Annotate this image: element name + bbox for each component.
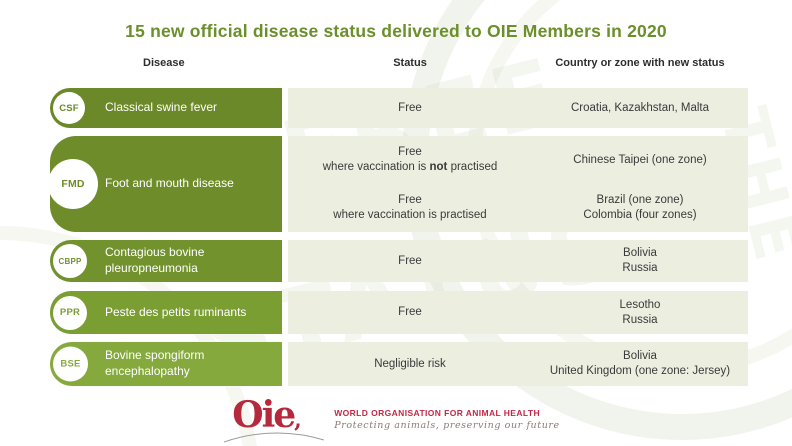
status-country-cell: Negligible risk Bolivia United Kingdom (…: [288, 342, 748, 386]
status-country-cell: Free Lesotho Russia: [288, 291, 748, 334]
disease-name: Foot and mouth disease: [105, 176, 234, 191]
country-value: Lesotho Russia: [619, 298, 661, 326]
status-value: Free where vaccination is practised: [333, 194, 487, 221]
status-value: Free where vaccination is not practised: [322, 146, 498, 173]
disease-bar: FMD Foot and mouth disease: [48, 136, 282, 232]
column-header-country: Country or zone with new status: [555, 57, 725, 69]
disease-code-badge: BSE: [53, 346, 88, 382]
disease-name: Classical swine fever: [105, 100, 218, 115]
status-value: Negligible risk: [374, 357, 446, 370]
disease-code-badge: PPR: [53, 295, 87, 330]
footer: Oie, WORLD ORGANISATION FOR ANIMAL HEALT…: [0, 397, 792, 443]
column-header-status: Status: [393, 57, 427, 69]
status-value: Free: [398, 101, 422, 114]
disease-code-badge: CBPP: [53, 244, 87, 278]
org-tagline: Protecting animals, preserving our futur…: [334, 419, 560, 431]
country-value: Bolivia United Kingdom (one zone: Jersey…: [549, 350, 731, 377]
disease-bar: BSE Bovine spongiform encephalopathy: [50, 342, 282, 386]
country-value: Chinese Taipei (one zone): [573, 153, 707, 166]
table-row-fmd: FMD Foot and mouth disease Free where va…: [0, 136, 792, 232]
disease-code-badge: FMD: [48, 159, 98, 209]
country-value: Croatia, Kazakhstan, Malta: [570, 101, 710, 114]
disease-code-badge: CSF: [53, 92, 85, 124]
status-value: Free: [398, 306, 422, 319]
disease-bar: PPR Peste des petits ruminants: [50, 291, 282, 334]
status-country-cell: Free Croatia, Kazakhstan, Malta: [288, 88, 748, 128]
disease-name: Peste des petits ruminants: [105, 304, 247, 319]
org-name: WORLD ORGANISATION FOR ANIMAL HEALTH: [334, 407, 540, 418]
logo-horizon-curve-icon: [224, 432, 325, 443]
table-row-cbpp: CBPP Contagious bovine pleuropneumonia F…: [0, 240, 792, 282]
disease-bar: CBPP Contagious bovine pleuropneumonia: [50, 240, 282, 282]
status-value: Free: [398, 254, 422, 267]
disease-bar: CSF Classical swine fever: [50, 88, 282, 128]
table-row-csf: CSF Classical swine fever Free Croatia, …: [0, 88, 792, 128]
table-row-ppr: PPR Peste des petits ruminants Free Leso…: [0, 291, 792, 334]
country-value: Brazil (one zone) Colombia (four zones): [583, 194, 697, 221]
disease-name: Contagious bovine pleuropneumonia: [105, 245, 205, 275]
disease-name: Bovine spongiform encephalopathy: [105, 348, 205, 378]
oie-logo: Oie,: [224, 397, 325, 443]
status-country-cell: Free Bolivia Russia: [288, 240, 748, 282]
table-row-bse: BSE Bovine spongiform encephalopathy Neg…: [0, 342, 792, 386]
column-header-disease: Disease: [143, 57, 185, 69]
country-value: Bolivia Russia: [622, 247, 658, 274]
status-country-cell: Free where vaccination is not practised …: [288, 136, 748, 232]
page-title: 15 new official disease status delivered…: [125, 21, 667, 41]
